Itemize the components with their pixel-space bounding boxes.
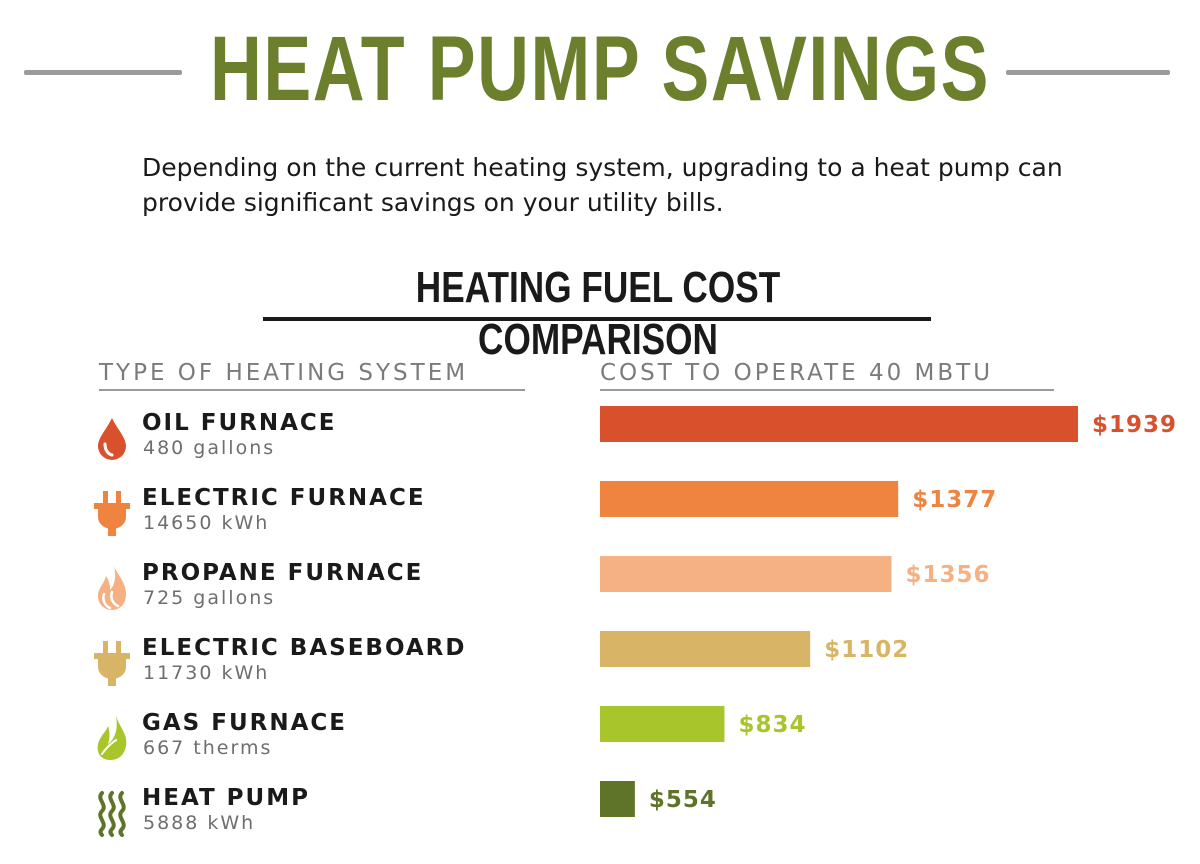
flame-icon [98, 566, 126, 610]
system-fuel-amount: 667 therms [143, 737, 273, 759]
system-row-heat-pump: HEAT PUMP 5888 kWh [0, 783, 1200, 858]
system-name: GAS FURNACE [142, 710, 347, 736]
system-row-electric-furnace: ELECTRIC FURNACE 14650 kWh [0, 483, 1200, 558]
leaf-flame-icon [97, 716, 127, 760]
column-header-cost-underline [600, 389, 1054, 391]
title-rule-right [1006, 70, 1170, 75]
system-row-propane-furnace: PROPANE FURNACE 725 gallons [0, 558, 1200, 633]
column-header-cost: COST TO OPERATE 40 MBTU [600, 360, 994, 386]
title-rule-left [24, 70, 182, 75]
system-row-electric-baseboard: ELECTRIC BASEBOARD 11730 kWh [0, 633, 1200, 708]
system-name: ELECTRIC FURNACE [142, 485, 426, 511]
system-fuel-amount: 5888 kWh [143, 812, 256, 834]
system-name: ELECTRIC BASEBOARD [142, 635, 467, 661]
chart-title: HEATING FUEL COST COMPARISON [415, 263, 781, 364]
column-header-system-type: TYPE OF HEATING SYSTEM [99, 360, 469, 386]
system-name: PROPANE FURNACE [142, 560, 424, 586]
intro-text: Depending on the current heating system,… [142, 153, 1063, 217]
system-fuel-amount: 11730 kWh [143, 662, 270, 684]
system-fuel-amount: 725 gallons [143, 587, 276, 609]
oil-drop-icon [98, 418, 126, 460]
system-row-oil-furnace: OIL FURNACE 480 gallons [0, 408, 1200, 483]
system-fuel-amount: 14650 kWh [143, 512, 270, 534]
electric-plug-icon [94, 641, 130, 686]
column-header-system-type-underline [99, 389, 525, 391]
electric-plug-icon [94, 491, 130, 536]
system-name: OIL FURNACE [142, 410, 337, 436]
system-row-gas-furnace: GAS FURNACE 667 therms [0, 708, 1200, 783]
chart-title-underline [263, 317, 931, 321]
heat-waves-icon [98, 791, 126, 837]
system-fuel-amount: 480 gallons [143, 437, 276, 459]
system-name: HEAT PUMP [142, 785, 310, 811]
page-title: HEAT PUMP SAVINGS [209, 18, 991, 120]
